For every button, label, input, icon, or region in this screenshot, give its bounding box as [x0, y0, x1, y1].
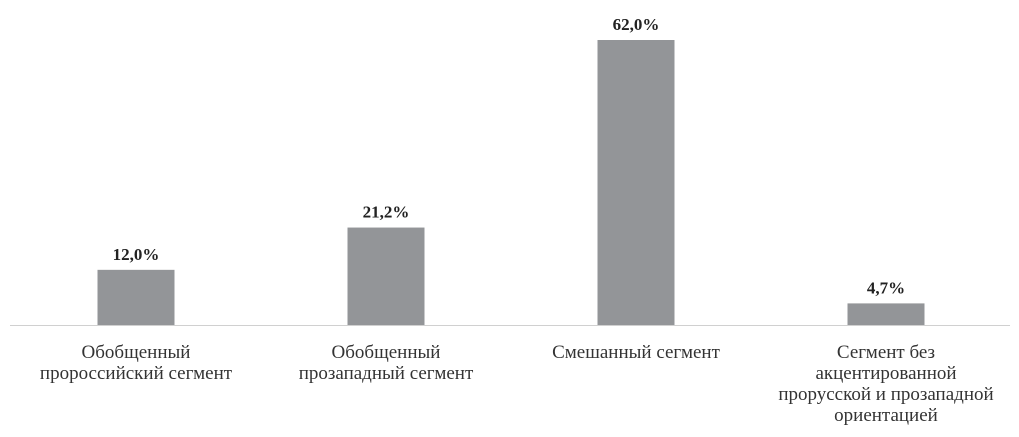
value-label: 21,2% — [363, 203, 410, 222]
bar — [347, 227, 425, 325]
x-tick-label: Обобщенный прозападный сегмент — [298, 342, 474, 384]
x-tick-label: Обобщенный пророссийский сегмент — [39, 342, 233, 384]
bar — [597, 40, 675, 325]
value-label: 62,0% — [613, 15, 660, 34]
value-label: 12,0% — [113, 245, 160, 264]
bar — [847, 303, 925, 325]
value-label: 4,7% — [867, 278, 905, 297]
x-tick-label: Сегмент без акцентированной прорусской и… — [778, 342, 994, 426]
x-tick-label: Смешанный сегмент — [552, 342, 720, 363]
bar — [97, 269, 175, 325]
